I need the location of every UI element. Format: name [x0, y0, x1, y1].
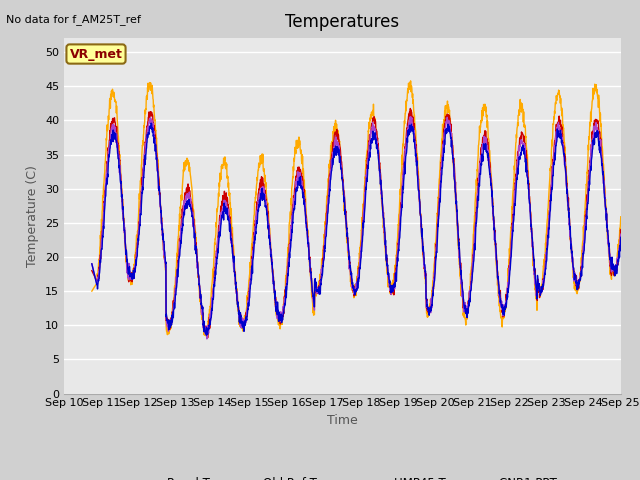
CNR1 PRT: [109, 129, 116, 135]
Panel T: [438, 157, 445, 163]
HMP45 T: [157, 219, 165, 225]
Old Ref Temp: [497, 315, 505, 321]
Panel T: [88, 268, 96, 274]
CNR1 PRT: [406, 114, 414, 120]
HMP45 T: [323, 226, 330, 232]
CNR1 PRT: [513, 161, 521, 167]
CNR1 PRT: [88, 261, 96, 267]
Text: No data for f_AM25T_ref: No data for f_AM25T_ref: [6, 14, 141, 25]
Line: Panel T: Panel T: [92, 108, 621, 338]
Old Ref Temp: [617, 214, 625, 220]
HMP45 T: [438, 172, 445, 178]
Panel T: [204, 335, 211, 341]
X-axis label: Time: Time: [327, 414, 358, 427]
Panel T: [157, 210, 165, 216]
HMP45 T: [513, 168, 521, 174]
Panel T: [323, 217, 330, 223]
Old Ref Temp: [202, 333, 210, 338]
Line: Old Ref Temp: Old Ref Temp: [92, 81, 621, 336]
Old Ref Temp: [109, 88, 116, 94]
HMP45 T: [202, 332, 210, 338]
Panel T: [406, 106, 414, 111]
Old Ref Temp: [513, 124, 521, 130]
HMP45 T: [497, 300, 505, 305]
CNR1 PRT: [617, 231, 625, 237]
HMP45 T: [147, 120, 155, 126]
Old Ref Temp: [323, 214, 330, 220]
CNR1 PRT: [438, 162, 445, 168]
Panel T: [617, 230, 625, 236]
Panel T: [109, 116, 116, 121]
CNR1 PRT: [157, 220, 165, 226]
Y-axis label: Temperature (C): Temperature (C): [26, 165, 40, 267]
HMP45 T: [109, 129, 116, 134]
HMP45 T: [617, 234, 625, 240]
Panel T: [497, 301, 505, 307]
HMP45 T: [88, 261, 96, 267]
CNR1 PRT: [497, 303, 505, 309]
Text: VR_met: VR_met: [70, 48, 122, 60]
Old Ref Temp: [88, 288, 96, 294]
CNR1 PRT: [203, 336, 211, 342]
Title: Temperatures: Temperatures: [285, 13, 399, 31]
Old Ref Temp: [438, 136, 445, 142]
CNR1 PRT: [323, 224, 330, 229]
Line: CNR1 PRT: CNR1 PRT: [92, 117, 621, 339]
Old Ref Temp: [157, 211, 165, 217]
Line: HMP45 T: HMP45 T: [92, 123, 621, 335]
Panel T: [513, 158, 521, 164]
Old Ref Temp: [407, 78, 415, 84]
Legend: Panel T, Old Ref Temp, HMP45 T, CNR1 PRT: Panel T, Old Ref Temp, HMP45 T, CNR1 PRT: [123, 472, 562, 480]
